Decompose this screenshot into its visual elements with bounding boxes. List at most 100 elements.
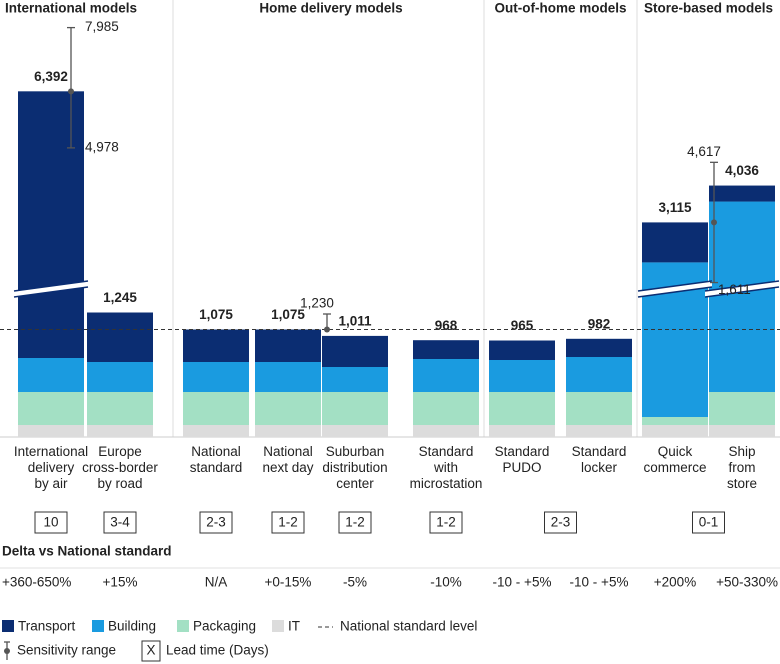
category-label: International delivery by air [14, 444, 88, 491]
delta-value: +50-330% [716, 575, 778, 590]
axis-break [705, 281, 779, 297]
lead-time: 3-4 [110, 515, 130, 530]
sensitivity-point [711, 219, 717, 226]
bar-segment [642, 222, 708, 263]
total-label: 1,011 [338, 313, 372, 328]
group-title: Out-of-home models [495, 1, 627, 16]
lead-time-box [34, 511, 68, 534]
lead-time: 0-1 [699, 515, 719, 530]
lead-time: 1-2 [278, 515, 298, 530]
delta-value: -5% [343, 575, 367, 590]
category-label: Standard with microstation [410, 444, 483, 491]
sensitivity-label: 4,978 [85, 139, 119, 154]
category-label: Ship from store [727, 444, 757, 491]
axis-break [638, 281, 712, 297]
axis-break-line [704, 280, 780, 292]
bar-segment [255, 392, 321, 425]
bar-segment [87, 425, 153, 437]
sensitivity-label: 1,611 [718, 282, 751, 297]
category-label: Europe cross-border by road [82, 444, 158, 491]
group-title: Home delivery models [259, 1, 402, 16]
legend-sensitivity: Sensitivity range [17, 643, 116, 658]
legend-label: Transport [18, 619, 76, 634]
sensitivity-label: 1,230 [300, 296, 334, 311]
delta-value: -10 - +5% [493, 575, 552, 590]
sensitivity-point [68, 88, 74, 95]
bar-segment [87, 392, 153, 425]
bar-segment [322, 335, 388, 367]
bar-segment [709, 392, 775, 425]
lead-time-box [199, 511, 233, 534]
axis-break-line [13, 286, 89, 298]
bar-segment [255, 362, 321, 392]
delta-value: +360-650% [2, 575, 71, 590]
category-label: Quick commerce [643, 444, 706, 475]
legend-swatch [92, 620, 104, 632]
total-label: 965 [511, 318, 534, 333]
category-label: Standard PUDO [495, 444, 550, 475]
axis-break [14, 281, 88, 297]
legend-lead-box [141, 640, 161, 662]
axis-break-line [637, 286, 713, 298]
category-label: National next day [262, 444, 313, 475]
lead-time-box [271, 511, 305, 534]
category-label: Standard locker [572, 444, 627, 475]
category-label: National standard [190, 444, 243, 475]
legend-lead-symbol: X [146, 643, 155, 658]
bar-segment [709, 425, 775, 437]
bar-segment [183, 329, 249, 362]
bar-segment [709, 185, 775, 202]
legend-swatch [177, 620, 189, 632]
bar-segment [322, 425, 388, 437]
legend-swatch [272, 620, 284, 632]
delta-value: -10% [430, 575, 462, 590]
total-label: 1,075 [199, 307, 233, 322]
legend-label: National standard level [340, 619, 477, 634]
bar-segment [322, 392, 388, 425]
delta-value: +200% [654, 575, 696, 590]
lead-time: 2-3 [206, 515, 226, 530]
bar-segment [183, 425, 249, 437]
bar-segment [18, 358, 84, 392]
bar-segment [255, 425, 321, 437]
bar-segment [183, 362, 249, 392]
lead-time: 10 [43, 515, 58, 530]
bar-segment [489, 340, 555, 360]
bar-segment [183, 392, 249, 425]
legend-whisker-dot [4, 648, 10, 654]
legend-swatch [2, 620, 14, 632]
group-title: International models [5, 1, 137, 16]
sensitivity-label: 7,985 [85, 19, 119, 34]
group-title: Store-based models [644, 1, 773, 16]
sensitivity-label: 4,617 [687, 144, 721, 159]
category-label: Suburban distribution center [322, 444, 387, 491]
bar-segment [489, 425, 555, 437]
delta-value: +0-15% [265, 575, 312, 590]
lead-time: 2-3 [551, 515, 571, 530]
bar-segment [413, 392, 479, 425]
total-label: 982 [588, 316, 611, 331]
bar-segment [566, 357, 632, 392]
axis-break-line [637, 280, 713, 292]
bar-segment [566, 425, 632, 437]
legend-label: Building [108, 619, 156, 634]
axis-break-line [13, 280, 89, 292]
lead-time-box [544, 511, 577, 534]
total-label: 3,115 [658, 200, 692, 215]
bar-segment [413, 359, 479, 392]
legend-label: Packaging [193, 619, 256, 634]
total-label: 968 [435, 318, 458, 333]
lead-time: 1-2 [436, 515, 456, 530]
sensitivity-point [324, 326, 330, 333]
bar-segment [255, 329, 321, 362]
bar-segment [413, 425, 479, 437]
delta-title: Delta vs National standard [2, 544, 172, 559]
bar-segment [322, 367, 388, 392]
lead-time-box [103, 511, 137, 534]
lead-time: 1-2 [345, 515, 365, 530]
bar-segment [87, 362, 153, 392]
delta-value: -10 - +5% [570, 575, 629, 590]
delta-value: +15% [103, 575, 138, 590]
bar-segment [87, 312, 153, 362]
